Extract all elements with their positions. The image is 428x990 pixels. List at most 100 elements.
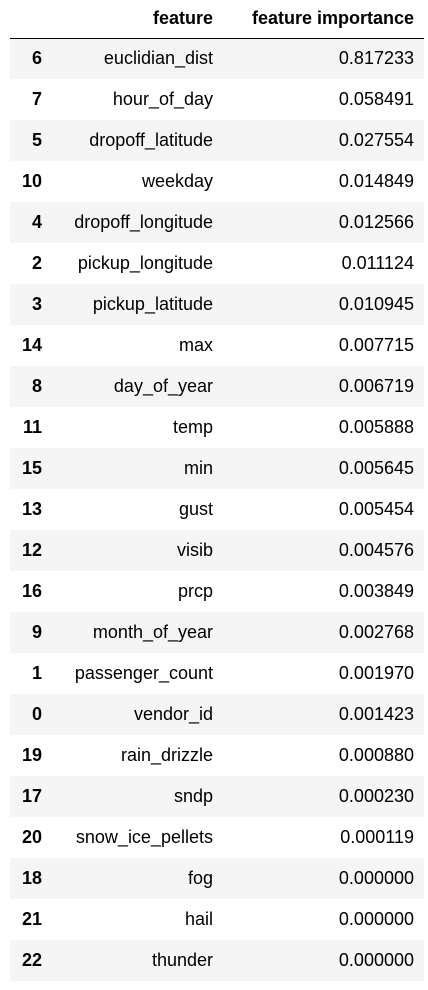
importance-cell: 0.005888 xyxy=(338,417,414,437)
feature-cell: min xyxy=(183,458,213,478)
row-index: 0 xyxy=(31,704,42,724)
table-row: 17 sndp 0.000230 xyxy=(10,776,424,817)
feature-cell: rain_drizzle xyxy=(120,745,213,765)
row-index: 7 xyxy=(31,89,42,109)
importance-cell: 0.004576 xyxy=(338,540,414,560)
table-row: 14 max 0.007715 xyxy=(10,325,424,366)
importance-cell: 0.010945 xyxy=(338,294,414,314)
table-row: 16 prcp 0.003849 xyxy=(10,571,424,612)
feature-cell: euclidian_dist xyxy=(103,48,213,69)
importance-cell: 0.000880 xyxy=(338,745,414,765)
feature-cell: hail xyxy=(184,909,213,929)
table-row: 12 visib 0.004576 xyxy=(10,530,424,571)
row-index: 4 xyxy=(31,212,42,232)
importance-cell: 0.002768 xyxy=(338,622,414,642)
table-row: 2 pickup_longitude 0.011124 xyxy=(10,243,424,284)
row-index: 21 xyxy=(21,909,42,929)
row-index: 8 xyxy=(31,376,42,396)
importance-cell: 0.003849 xyxy=(338,581,414,601)
table-row: 3 pickup_latitude 0.010945 xyxy=(10,284,424,325)
row-index: 12 xyxy=(21,540,42,560)
importance-cell: 0.817233 xyxy=(338,48,414,69)
index-header xyxy=(10,0,52,39)
row-index: 6 xyxy=(31,48,42,69)
feature-cell: sndp xyxy=(173,786,213,806)
row-index: 20 xyxy=(21,827,42,847)
table-row: 1 passenger_count 0.001970 xyxy=(10,653,424,694)
table-row: 15 min 0.005645 xyxy=(10,448,424,489)
row-index: 18 xyxy=(21,868,42,888)
table-row: 20 snow_ice_pellets 0.000119 xyxy=(10,817,424,858)
feature-cell: temp xyxy=(172,417,213,437)
row-index: 1 xyxy=(31,663,42,683)
importance-cell: 0.000000 xyxy=(338,950,414,970)
table-row: 9 month_of_year 0.002768 xyxy=(10,612,424,653)
row-index: 10 xyxy=(21,171,42,191)
row-index: 11 xyxy=(22,417,42,437)
row-index: 3 xyxy=(31,294,42,314)
feature-cell: pickup_longitude xyxy=(77,253,213,273)
importance-cell: 0.058491 xyxy=(338,89,414,109)
feature-cell: pickup_latitude xyxy=(92,294,213,314)
feature-cell: snow_ice_pellets xyxy=(75,827,213,847)
table-row: 13 gust 0.005454 xyxy=(10,489,424,530)
row-index: 17 xyxy=(21,786,42,806)
importance-cell: 0.000000 xyxy=(338,868,414,888)
table-header: feature feature importance xyxy=(10,0,424,39)
table-row: 22 thunder 0.000000 xyxy=(10,940,424,981)
row-index: 13 xyxy=(21,499,42,519)
feature-cell: prcp xyxy=(177,581,213,601)
table-row: 8 day_of_year 0.006719 xyxy=(10,366,424,407)
table-row: 0 vendor_id 0.001423 xyxy=(10,694,424,735)
feature-cell: hour_of_day xyxy=(112,89,213,109)
row-index: 14 xyxy=(21,335,42,355)
feature-cell: fog xyxy=(187,868,213,888)
feature-cell: month_of_year xyxy=(92,622,213,642)
table-row: 21 hail 0.000000 xyxy=(10,899,424,940)
row-index: 9 xyxy=(31,622,42,642)
feature-cell: gust xyxy=(178,499,213,519)
table-row: 5 dropoff_latitude 0.027554 xyxy=(10,120,424,161)
importance-cell: 0.000230 xyxy=(338,786,414,806)
row-index: 19 xyxy=(21,745,42,765)
importance-cell: 0.012566 xyxy=(338,212,414,232)
importance-cell: 0.000119 xyxy=(340,827,414,847)
feature-cell: vendor_id xyxy=(133,704,213,724)
table-row: 11 temp 0.005888 xyxy=(10,407,424,448)
feature-cell: dropoff_longitude xyxy=(74,212,213,232)
table-body: 6 euclidian_dist 0.817233 7 hour_of_day 0.058… xyxy=(10,38,424,981)
feature-cell: visib xyxy=(176,540,213,560)
row-index: 2 xyxy=(31,253,42,273)
importance-cell: 0.000000 xyxy=(338,909,414,929)
row-index: 16 xyxy=(21,581,42,601)
table-row: 4 dropoff_longitude 0.012566 xyxy=(10,202,424,243)
table-row: 19 rain_drizzle 0.000880 xyxy=(10,735,424,776)
importance-header: feature importance xyxy=(223,0,424,39)
row-index: 5 xyxy=(31,130,42,150)
feature-cell: day_of_year xyxy=(113,376,213,396)
importance-cell: 0.005454 xyxy=(338,499,414,519)
feature-header: feature xyxy=(52,0,223,39)
importance-cell: 0.011124 xyxy=(341,253,414,273)
feature-cell: max xyxy=(178,335,213,355)
table-row: 18 fog 0.000000 xyxy=(10,858,424,899)
importance-cell: 0.001423 xyxy=(338,704,414,724)
feature-cell: dropoff_latitude xyxy=(89,130,213,150)
table-row: 10 weekday 0.014849 xyxy=(10,161,424,202)
feature-importance-table: feature feature importance 6 euclidian_di… xyxy=(10,0,424,981)
feature-cell: thunder xyxy=(151,950,213,970)
row-index: 15 xyxy=(21,458,42,478)
importance-cell: 0.001970 xyxy=(338,663,414,683)
row-index: 22 xyxy=(21,950,42,970)
importance-cell: 0.006719 xyxy=(338,376,414,396)
feature-cell: passenger_count xyxy=(74,663,213,683)
table-row: 6 euclidian_dist 0.817233 xyxy=(10,38,424,79)
importance-cell: 0.005645 xyxy=(338,458,414,478)
header-row: feature feature importance xyxy=(10,0,424,39)
importance-cell: 0.014849 xyxy=(338,171,414,191)
importance-cell: 0.007715 xyxy=(338,335,414,355)
importance-cell: 0.027554 xyxy=(338,130,414,150)
table-row: 7 hour_of_day 0.058491 xyxy=(10,79,424,120)
feature-cell: weekday xyxy=(141,171,213,191)
